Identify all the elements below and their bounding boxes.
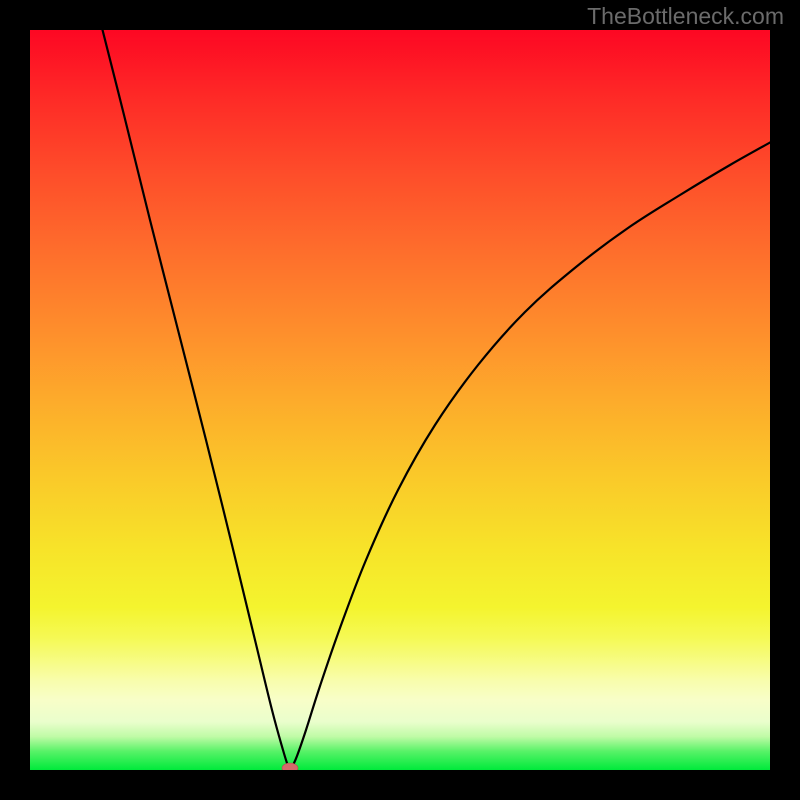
plot-area: [30, 30, 770, 770]
chart-svg: [30, 30, 770, 770]
chart-frame: TheBottleneck.com: [0, 0, 800, 800]
chart-background: [30, 30, 770, 770]
watermark-text: TheBottleneck.com: [587, 3, 784, 30]
